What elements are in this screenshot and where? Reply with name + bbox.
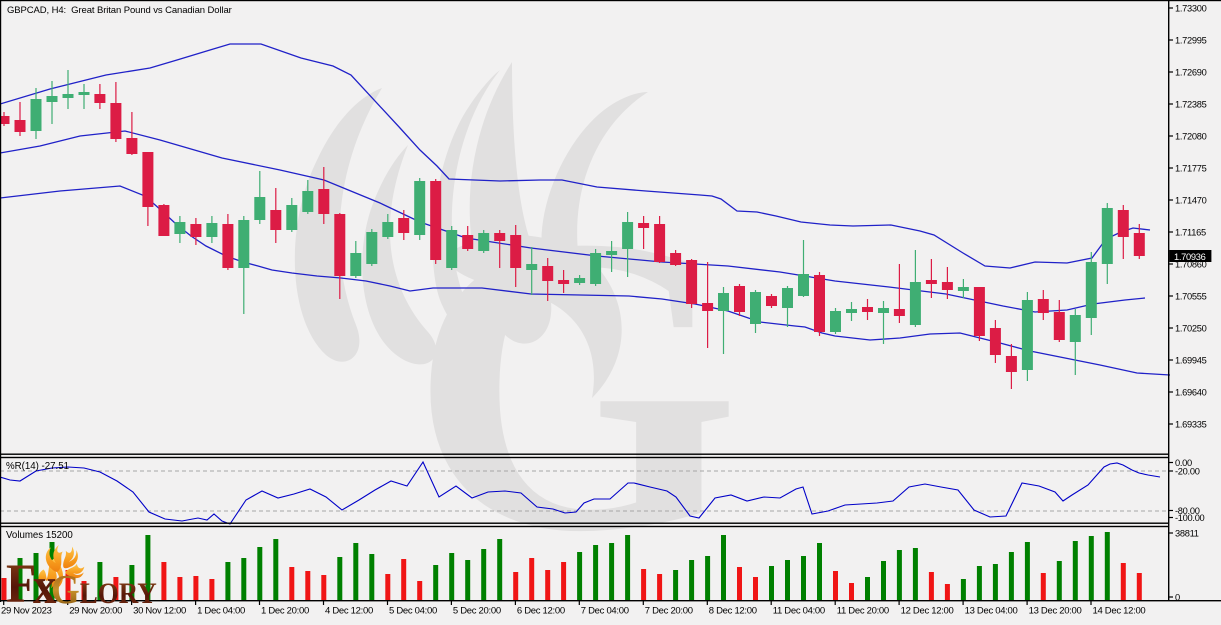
svg-text:7 Dec 04:00: 7 Dec 04:00: [581, 606, 629, 617]
svg-text:12 Dec 12:00: 12 Dec 12:00: [901, 606, 954, 617]
svg-text:1.71470: 1.71470: [1175, 196, 1207, 206]
svg-text:11 Dec 20:00: 11 Dec 20:00: [837, 606, 889, 617]
svg-text:0: 0: [1175, 593, 1180, 603]
svg-text:1.70555: 1.70555: [1175, 292, 1207, 302]
svg-text:13 Dec 20:00: 13 Dec 20:00: [1029, 606, 1082, 617]
svg-text:5 Dec 20:00: 5 Dec 20:00: [453, 606, 501, 617]
svg-text:F: F: [6, 554, 36, 615]
svg-text:1.71775: 1.71775: [1175, 164, 1207, 174]
svg-text:1.70936: 1.70936: [1174, 252, 1206, 262]
svg-text:1.69640: 1.69640: [1175, 388, 1207, 398]
svg-text:29 Nov 20:00: 29 Nov 20:00: [69, 606, 122, 617]
svg-text:1.72995: 1.72995: [1175, 36, 1207, 46]
svg-text:-100.00: -100.00: [1175, 513, 1205, 523]
svg-text:1.71165: 1.71165: [1175, 228, 1206, 238]
svg-text:11 Dec 04:00: 11 Dec 04:00: [773, 606, 825, 617]
svg-text:5 Dec 04:00: 5 Dec 04:00: [389, 606, 437, 617]
svg-text:G: G: [51, 567, 80, 612]
svg-text:1 Dec 20:00: 1 Dec 20:00: [261, 606, 309, 617]
svg-text:14 Dec 12:00: 14 Dec 12:00: [1093, 606, 1146, 617]
svg-text:x: x: [33, 557, 57, 615]
svg-text:-80.00: -80.00: [1175, 506, 1200, 516]
svg-text:38811: 38811: [1175, 529, 1199, 539]
svg-text:7 Dec 20:00: 7 Dec 20:00: [645, 606, 693, 617]
svg-text:1.70250: 1.70250: [1175, 324, 1207, 334]
svg-text:1.69335: 1.69335: [1175, 420, 1207, 430]
svg-text:GBPCAD, H4: Great Britan Poun: GBPCAD, H4: Great Britan Pound vs Canadi…: [7, 5, 232, 16]
svg-text:0.00: 0.00: [1175, 458, 1192, 468]
svg-text:Volumes 15200: Volumes 15200: [6, 530, 73, 541]
svg-text:6 Dec 12:00: 6 Dec 12:00: [517, 606, 565, 617]
svg-text:4 Dec 12:00: 4 Dec 12:00: [325, 606, 373, 617]
svg-text:1.72080: 1.72080: [1175, 132, 1207, 142]
svg-text:1 Dec 04:00: 1 Dec 04:00: [197, 606, 245, 617]
svg-text:30 Nov 12:00: 30 Nov 12:00: [133, 606, 186, 617]
svg-text:1.70860: 1.70860: [1175, 260, 1207, 270]
svg-text:%R(14) -27.51: %R(14) -27.51: [6, 461, 69, 472]
svg-text:8 Dec 12:00: 8 Dec 12:00: [709, 606, 757, 617]
svg-text:13 Dec 04:00: 13 Dec 04:00: [965, 606, 1018, 617]
svg-text:1.72385: 1.72385: [1175, 100, 1207, 110]
svg-text:1.72690: 1.72690: [1175, 68, 1207, 78]
svg-text:-20.00: -20.00: [1175, 467, 1200, 477]
svg-text:29 Nov 2023: 29 Nov 2023: [1, 606, 52, 617]
svg-text:1.69945: 1.69945: [1175, 356, 1207, 366]
svg-text:LORY: LORY: [80, 578, 157, 611]
svg-text:1.73300: 1.73300: [1175, 4, 1207, 14]
